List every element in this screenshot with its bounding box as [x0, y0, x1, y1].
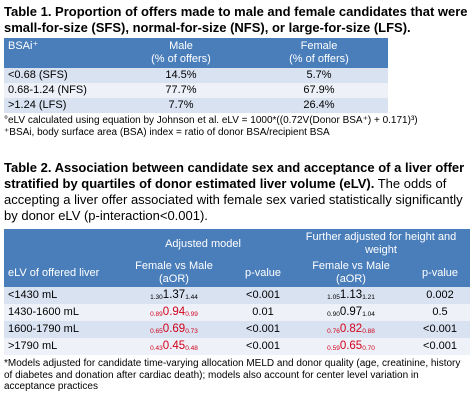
table2-header-elv: eLV of offered liver — [4, 259, 114, 287]
ci-upper: 0.99 — [185, 310, 198, 318]
table2-row-label: <1430 mL — [4, 287, 114, 304]
table2-pvalue: <0.001 — [234, 338, 293, 355]
ci-lower: 1.30 — [150, 293, 163, 301]
aor-estimate: 1.13 — [339, 288, 363, 301]
ci-upper: 0.48 — [185, 344, 198, 352]
table2-body: <1430 mL 1.301.371.44 <0.001 1.051.131.21 0.… — [4, 287, 471, 355]
table-row: <1430 mL 1.301.371.44 <0.001 1.051.131.21 0.… — [4, 287, 471, 304]
table1-title: Table 1. Proportion of offers made to ma… — [4, 4, 468, 35]
aor-estimate: 0.45 — [162, 339, 186, 352]
table2-header-or1-l1: Female vs Male — [135, 260, 213, 272]
table-row: 1600-1790 mL 0.650.690.73 <0.001 0.760.820.… — [4, 321, 471, 338]
table2-aor-cell: 0.590.650.70 — [292, 338, 411, 355]
table2-note: *Models adjusted for candidate time-vary… — [4, 358, 461, 392]
table2-aor-cell: 0.430.450.48 — [114, 338, 234, 355]
table2: Adjusted model Further adjusted for heig… — [4, 229, 471, 355]
table1-header-row: BSAi⁺ Male (% of offers) Female (% of of… — [4, 38, 388, 68]
ci-upper: 0.73 — [185, 327, 198, 335]
table1-header-female-l1: Female — [300, 40, 338, 52]
table2-pvalue: <0.001 — [410, 338, 471, 355]
table2-header-empty — [4, 229, 114, 259]
ci-lower: 0.90 — [327, 310, 340, 318]
table1-note-2: ⁺BSAi, body surface area (BSA) index = r… — [4, 126, 330, 138]
ci-lower: 0.76 — [327, 327, 340, 335]
table1-header-male: Male (% of offers) — [112, 38, 250, 68]
table1-row-male: 7.7% — [112, 98, 250, 113]
table-row: <0.68 (SFS) 14.5% 5.7% — [4, 68, 388, 83]
table1: BSAi⁺ Male (% of offers) Female (% of of… — [4, 38, 388, 113]
table2-header-adjusted: Adjusted model — [114, 229, 293, 259]
table2-header-or2-l1: Female vs Male — [312, 260, 390, 272]
table1-row-label: <0.68 (SFS) — [4, 68, 112, 83]
table2-title: Table 2. Association between candidate s… — [4, 160, 470, 224]
ci-upper: 1.21 — [362, 293, 375, 301]
table2-title-normal: The odds of accepting a liver offer asso… — [4, 176, 463, 223]
table1-header-male-l2: (% of offers) — [151, 53, 211, 65]
aor-estimate: 0.65 — [339, 339, 363, 352]
table2-header-group-row: Adjusted model Further adjusted for heig… — [4, 229, 471, 259]
table1-header-bsai: BSAi⁺ — [4, 38, 112, 68]
ci-upper: 1.44 — [185, 293, 198, 301]
table2-header-further: Further adjusted for height and weight — [292, 229, 471, 259]
table-row: 0.68-1.24 (NFS) 77.7% 67.9% — [4, 83, 388, 98]
table2-header-or1-l2: (aOR) — [159, 273, 189, 285]
aor-estimate: 0.69 — [162, 322, 186, 335]
table-row: >1790 mL 0.430.450.48 <0.001 0.590.650.70 <0… — [4, 338, 471, 355]
aor-estimate: 0.94 — [162, 305, 186, 318]
table1-header-female: Female (% of offers) — [250, 38, 388, 68]
table1-row-male: 14.5% — [112, 68, 250, 83]
aor-estimate: 1.37 — [162, 288, 186, 301]
ci-lower: 0.89 — [150, 310, 163, 318]
table2-header-or2-l2: (aOR) — [336, 273, 366, 285]
table-row: >1.24 (LFS) 7.7% 26.4% — [4, 98, 388, 113]
table2-aor-cell: 1.051.131.21 — [292, 287, 411, 304]
table2-row-label: 1600-1790 mL — [4, 321, 114, 338]
table2-header-or2: Female vs Male (aOR) — [292, 259, 411, 287]
table2-header-or1: Female vs Male (aOR) — [114, 259, 234, 287]
table2-pvalue: 0.002 — [410, 287, 471, 304]
table2-aor-cell: 0.890.940.99 — [114, 304, 234, 321]
table2-title-bold: Table 2. Association between candidate s… — [4, 160, 465, 191]
table1-row-female: 26.4% — [250, 98, 388, 113]
table2-pvalue: 0.01 — [234, 304, 293, 321]
table2-aor-cell: 0.650.690.73 — [114, 321, 234, 338]
table2-row-label: 1430-1600 mL — [4, 304, 114, 321]
table2-aor-cell: 1.301.371.44 — [114, 287, 234, 304]
ci-lower: 1.05 — [327, 293, 340, 301]
table2-pvalue: <0.001 — [234, 321, 293, 338]
ci-lower: 0.59 — [327, 344, 340, 352]
ci-lower: 0.65 — [150, 327, 163, 335]
ci-lower: 0.43 — [150, 344, 163, 352]
table1-header-female-l2: (% of offers) — [289, 53, 349, 65]
ci-upper: 1.04 — [362, 310, 375, 318]
table2-section: Table 2. Association between candidate s… — [4, 160, 471, 393]
table2-pvalue: <0.001 — [234, 287, 293, 304]
ci-upper: 0.88 — [362, 327, 375, 335]
table1-row-male: 77.7% — [112, 83, 250, 98]
table1-section: Table 1. Proportion of offers made to ma… — [4, 4, 470, 138]
table2-header-p1: p-value — [234, 259, 293, 287]
table1-row-label: 0.68-1.24 (NFS) — [4, 83, 112, 98]
table2-pvalue: 0.5 — [410, 304, 471, 321]
table2-aor-cell: 0.760.820.88 — [292, 321, 411, 338]
table-row: 1430-1600 mL 0.890.940.99 0.01 0.900.971.04… — [4, 304, 471, 321]
table2-aor-cell: 0.900.971.04 — [292, 304, 411, 321]
table1-row-female: 5.7% — [250, 68, 388, 83]
table1-row-label: >1.24 (LFS) — [4, 98, 112, 113]
aor-estimate: 0.97 — [339, 305, 363, 318]
table1-header-male-l1: Male — [169, 40, 193, 52]
table2-pvalue: <0.001 — [410, 321, 471, 338]
table2-header-p2: p-value — [410, 259, 471, 287]
table2-header-col-row: eLV of offered liver Female vs Male (aOR… — [4, 259, 471, 287]
table1-row-female: 67.9% — [250, 83, 388, 98]
aor-estimate: 0.82 — [339, 322, 363, 335]
table1-note-1: °eLV calculated using equation by Johnso… — [4, 115, 418, 126]
table2-row-label: >1790 mL — [4, 338, 114, 355]
ci-upper: 0.70 — [362, 344, 375, 352]
